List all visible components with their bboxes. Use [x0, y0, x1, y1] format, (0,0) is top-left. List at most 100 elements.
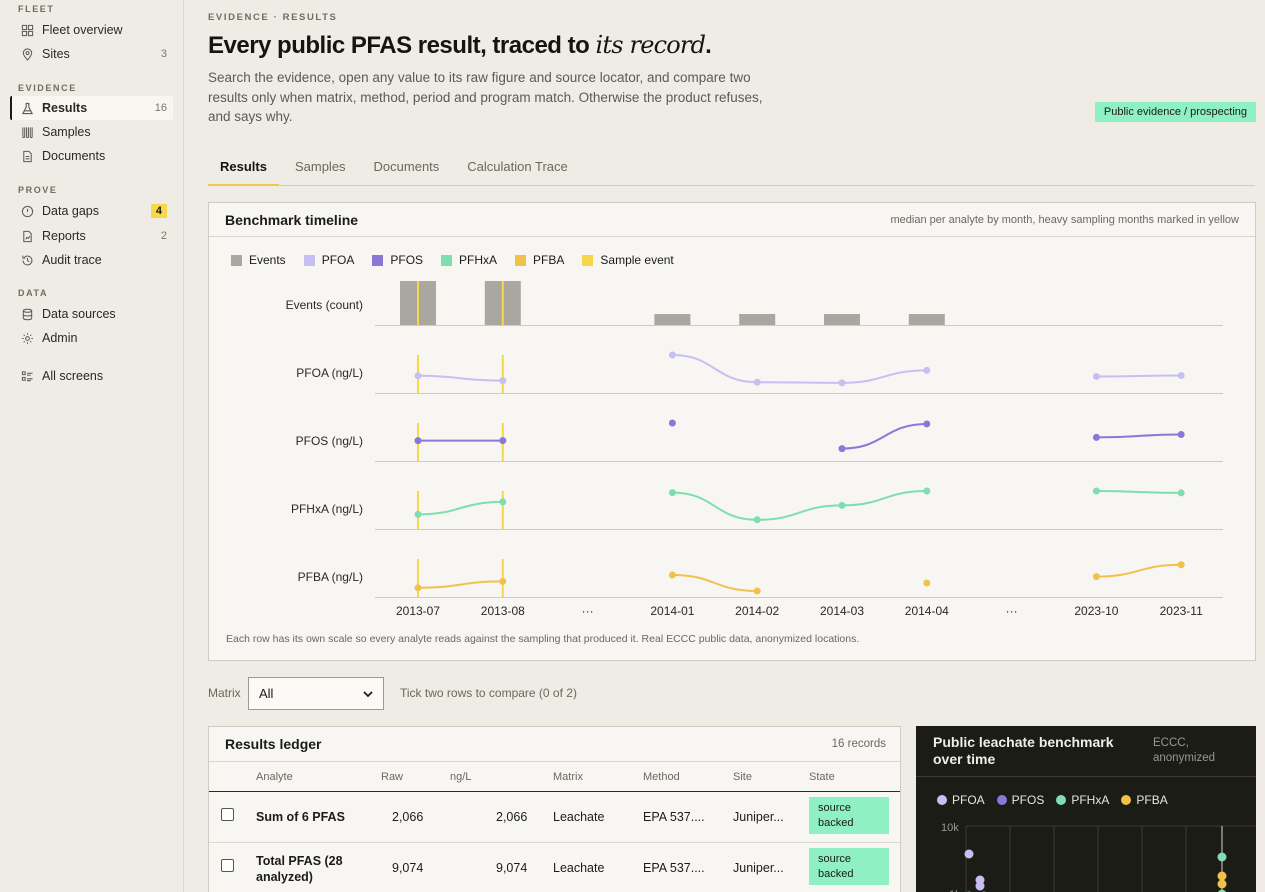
sidebar-item-label: Data sources: [42, 307, 116, 321]
page-title-end: .: [705, 32, 712, 59]
row-label-pfos: PFOS (ng/L): [296, 434, 363, 448]
page-subtitle: Search the evidence, open any value to i…: [208, 70, 763, 124]
series-line-pfhxa: [672, 490, 927, 521]
data-point: [1092, 487, 1100, 495]
cell-analyte: Total PFAS (28 analyzed): [256, 854, 343, 884]
matrix-label: Matrix: [208, 686, 241, 700]
leachate-note: ECCC, anonymized: [1153, 737, 1216, 764]
data-point: [975, 881, 985, 891]
grid-icon: [20, 23, 34, 37]
legend-item-pfhxa: PFHxA: [441, 253, 497, 267]
legend-label: PFHxA: [459, 253, 498, 267]
series-line-pfoa: [672, 354, 927, 384]
results-count: 16: [154, 102, 167, 114]
row-label-pfoa: PFOA (ng/L): [296, 366, 363, 380]
leachate-chart: 10k 1k: [941, 822, 1256, 892]
sidebar-item-label: All screens: [42, 369, 104, 383]
cell-raw: 2,066: [392, 810, 424, 824]
sidebar-item-documents[interactable]: Documents: [10, 144, 173, 168]
ledger-count: 16 records: [831, 738, 886, 750]
x-tick-label: 2023-10: [1074, 604, 1118, 618]
breadcrumb: EVIDENCE · RESULTS: [208, 12, 338, 23]
legend-item-pfba: PFBA: [1121, 793, 1168, 807]
benchmark-header: Benchmark timeline median per analyte by…: [209, 203, 1255, 237]
sidebar-item-admin[interactable]: Admin: [10, 326, 173, 350]
data-point: [414, 372, 422, 380]
row-checkbox[interactable]: [221, 859, 234, 872]
flask-icon: [20, 101, 34, 115]
sidebar-item-samples[interactable]: Samples: [10, 120, 173, 144]
legend-label: PFBA: [1136, 793, 1168, 807]
data-point: [499, 377, 507, 385]
table-row[interactable]: Sum of 6 PFAS 2,066 2,066 Leachate EPA 5…: [209, 792, 900, 843]
data-point: [753, 378, 761, 386]
legend-label: PFOA: [321, 253, 355, 267]
legend-label: Sample event: [600, 253, 674, 267]
data-point: [1177, 431, 1185, 439]
legend-item-events: Events: [231, 253, 286, 267]
sidebar-item-data-sources[interactable]: Data sources: [10, 302, 173, 326]
data-point: [1177, 371, 1185, 379]
x-tick-label: ···: [1006, 604, 1018, 618]
event-bar: [739, 314, 776, 325]
nav-section-evidence: EVIDENCE: [18, 83, 77, 93]
col-matrix[interactable]: Matrix: [553, 771, 583, 783]
sidebar-item-fleet-overview[interactable]: Fleet overview: [10, 18, 173, 42]
col-ngl[interactable]: ng/L: [450, 771, 472, 783]
cell-ngl: 9,074: [496, 861, 528, 875]
legend-label: PFHxA: [1071, 793, 1110, 807]
data-point: [499, 498, 507, 506]
data-point: [964, 849, 974, 859]
data-point: [668, 419, 676, 427]
col-analyte[interactable]: Analyte: [256, 771, 293, 783]
sidebar-item-label: Results: [42, 101, 88, 115]
sidebar: FLEET Fleet overview Sites 3 EVIDENCE Re…: [0, 0, 184, 892]
data-point: [1092, 433, 1100, 441]
matrix-select[interactable]: All: [248, 677, 384, 710]
sidebar-item-reports[interactable]: Reports 2: [10, 224, 173, 248]
sidebar-item-all-screens[interactable]: All screens: [10, 364, 173, 388]
row-label-pfba: PFBA (ng/L): [298, 570, 363, 584]
series-line-pfhxa: [1096, 490, 1182, 494]
sidebar-item-audit-trace[interactable]: Audit trace: [10, 248, 173, 272]
benchmark-note: median per analyte by month, heavy sampl…: [890, 213, 1239, 226]
data-point: [1177, 561, 1185, 569]
col-method[interactable]: Method: [643, 771, 680, 783]
tab-calculation-trace[interactable]: Calculation Trace: [467, 159, 568, 174]
divider: [916, 776, 1256, 777]
sidebar-item-results[interactable]: Results 16: [10, 96, 173, 120]
table-row[interactable]: Total PFAS (28 analyzed) 9,074 9,074 Lea…: [209, 843, 900, 892]
sidebar-item-sites[interactable]: Sites 3: [10, 42, 173, 66]
legend-swatch: [441, 254, 453, 266]
sidebar-item-label: Data gaps: [42, 204, 99, 218]
sidebar-item-label: Samples: [42, 125, 91, 139]
tab-samples[interactable]: Samples: [294, 159, 346, 174]
data-point: [668, 571, 676, 579]
legend-dot: [937, 795, 947, 805]
col-site[interactable]: Site: [733, 771, 752, 783]
row-label-pfhxa: PFHxA (ng/L): [291, 502, 363, 516]
matrix-select-value: All: [259, 686, 274, 701]
row-checkbox[interactable]: [221, 808, 234, 821]
benchmark-footnote: Each row has its own scale so every anal…: [226, 633, 860, 645]
tab-documents[interactable]: Documents: [373, 159, 440, 174]
list-icon: [20, 369, 34, 383]
col-state[interactable]: State: [809, 771, 835, 783]
state-badge: source backed: [809, 848, 889, 885]
data-point: [1217, 889, 1227, 892]
cell-matrix: Leachate: [553, 861, 605, 875]
col-raw[interactable]: Raw: [381, 771, 404, 783]
tab-results[interactable]: Results: [208, 152, 279, 186]
legend-swatch: [582, 254, 594, 266]
data-point: [1217, 852, 1227, 862]
sidebar-item-data-gaps[interactable]: Data gaps 4: [10, 199, 173, 223]
compare-hint: Tick two rows to compare (0 of 2): [400, 686, 577, 700]
document-icon: [20, 149, 34, 163]
x-tick-label: 2013-07: [396, 604, 440, 618]
legend-dot: [996, 795, 1007, 805]
sidebar-item-label: Admin: [42, 331, 78, 345]
vials-icon: [20, 125, 34, 139]
legend-item-pfos: PFOS: [372, 253, 423, 267]
benchmark-title: Benchmark timeline: [225, 211, 359, 228]
mode-badge: Public evidence / prospecting: [1094, 102, 1256, 122]
